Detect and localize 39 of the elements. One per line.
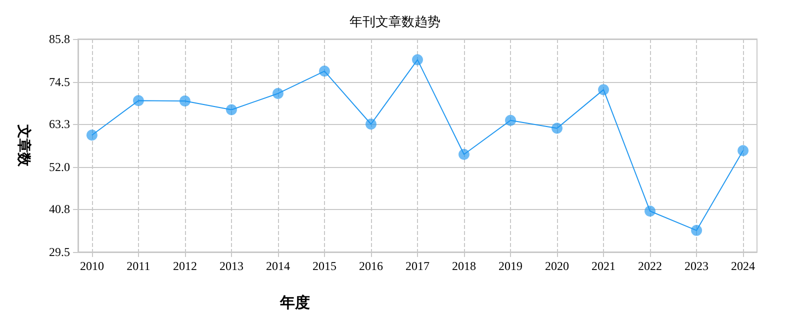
x-tick-label: 2016 bbox=[358, 259, 383, 273]
x-tick-label: 2020 bbox=[545, 259, 570, 273]
y-tick-label: 74.5 bbox=[49, 74, 70, 89]
y-tick-label: 40.8 bbox=[49, 202, 70, 216]
y-tick-label: 29.5 bbox=[49, 245, 70, 259]
point bbox=[412, 54, 423, 66]
x-tick-label: 2014 bbox=[266, 259, 290, 273]
point bbox=[179, 96, 190, 107]
x-tick-label: 2017 bbox=[406, 259, 430, 273]
point bbox=[644, 206, 656, 217]
x-tick-label: 2019 bbox=[498, 259, 523, 273]
x-tick-label: 2023 bbox=[684, 259, 709, 273]
x-tick-label: 2011 bbox=[126, 259, 150, 273]
x-tick-label: 2022 bbox=[638, 259, 662, 273]
point bbox=[319, 66, 330, 77]
x-axis-title: 年度 bbox=[279, 294, 310, 312]
x-tick-label: 2012 bbox=[172, 259, 197, 273]
chart-title: 年刊文章数趋势 bbox=[350, 14, 440, 29]
x-tick-label: 2013 bbox=[219, 259, 244, 273]
x-tick-label: 2015 bbox=[312, 259, 336, 273]
point bbox=[738, 145, 749, 156]
point bbox=[226, 104, 237, 116]
y-tick-label: 63.3 bbox=[49, 117, 70, 132]
x-tick-label: 2021 bbox=[592, 259, 616, 273]
point bbox=[272, 88, 284, 99]
point bbox=[458, 148, 470, 160]
point bbox=[598, 84, 610, 96]
point bbox=[505, 114, 516, 126]
y-tick-label: 52.0 bbox=[49, 160, 70, 174]
y-axis-title: 文章数 bbox=[16, 124, 32, 168]
x-tick-label: 2024 bbox=[731, 259, 756, 273]
point bbox=[132, 95, 144, 106]
x-tick-label: 2010 bbox=[80, 259, 104, 273]
point bbox=[552, 122, 563, 134]
point bbox=[86, 130, 98, 141]
point bbox=[366, 118, 376, 130]
point bbox=[691, 224, 702, 236]
y-tick-label: 85.8 bbox=[49, 32, 70, 46]
x-tick-label: 2018 bbox=[452, 259, 476, 273]
